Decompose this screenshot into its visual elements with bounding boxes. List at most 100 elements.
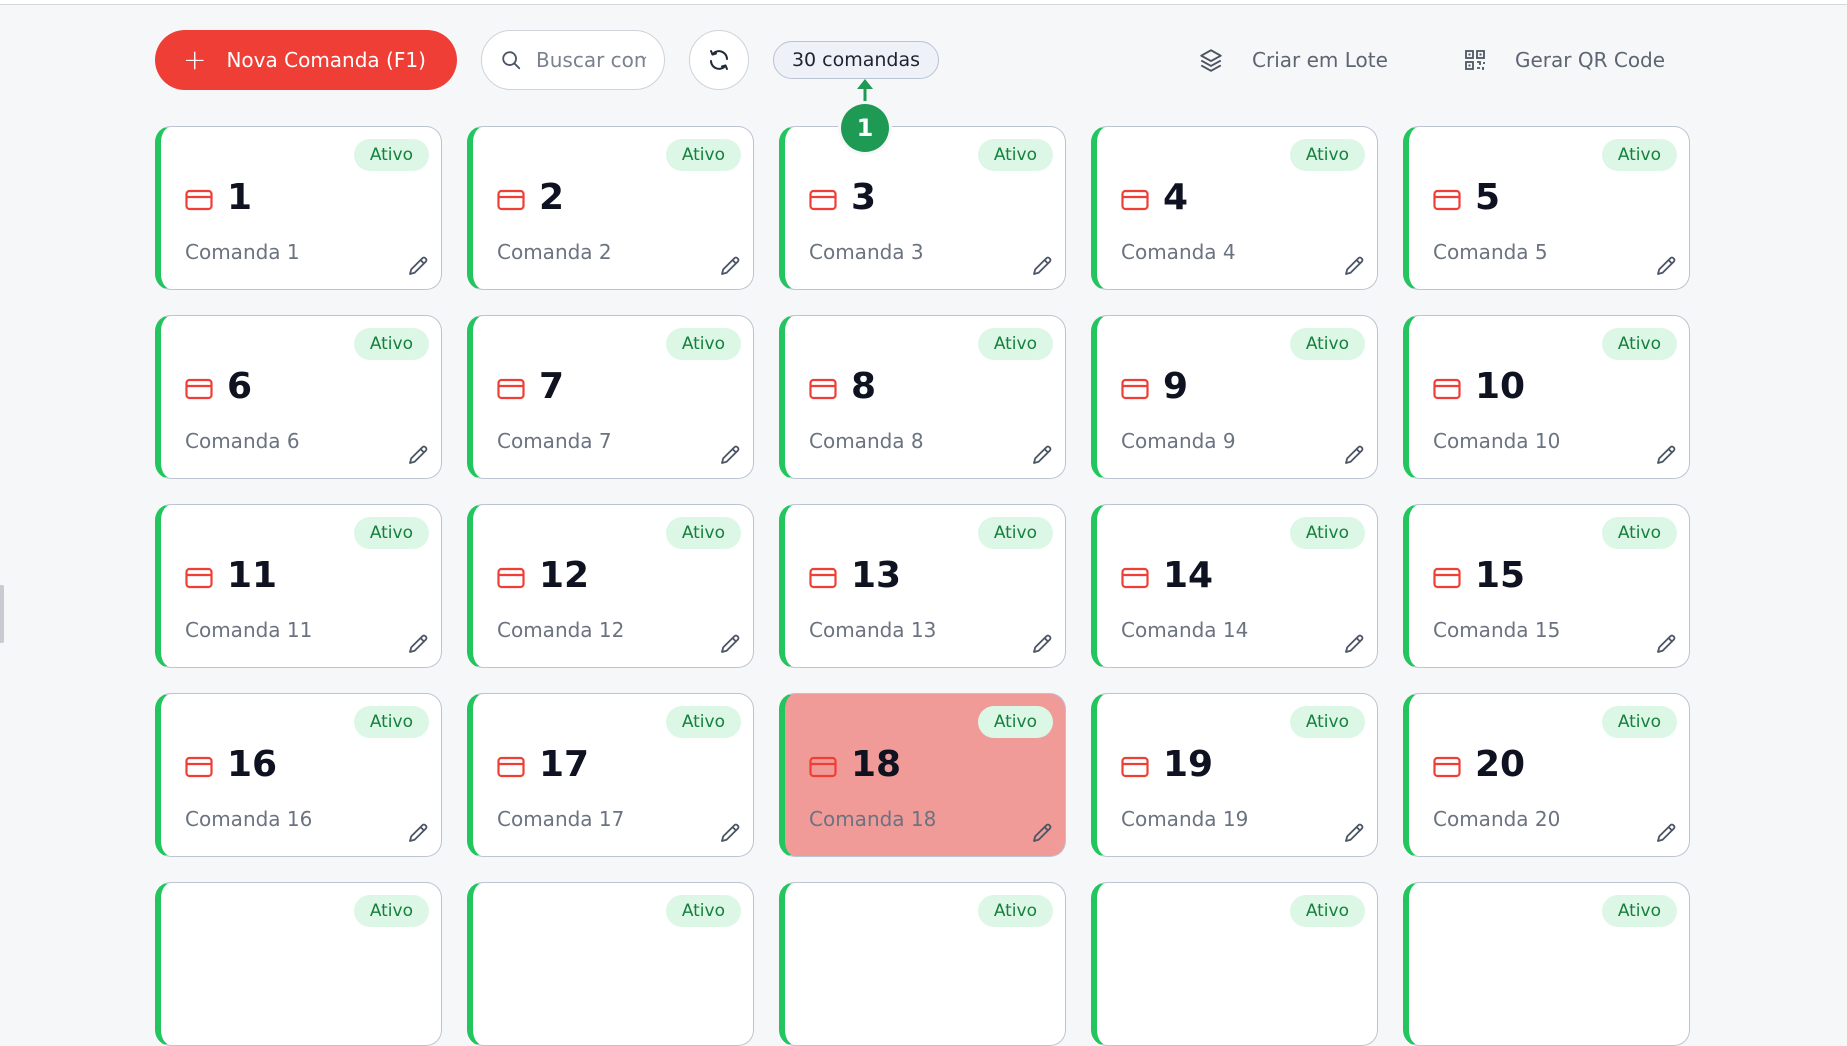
- comanda-name: Comanda 12: [497, 618, 625, 642]
- status-badge: Ativo: [665, 139, 741, 171]
- comanda-card[interactable]: Ativo 5 Comanda 5: [1403, 126, 1690, 290]
- card-icon: [497, 567, 525, 589]
- comanda-card[interactable]: Ativo: [1091, 882, 1378, 1046]
- edit-icon[interactable]: [1653, 442, 1679, 468]
- status-badge: Ativo: [353, 895, 429, 927]
- main-content: + Nova Comanda (F1) 30 comandas Criar em…: [155, 0, 1693, 1046]
- status-badge: Ativo: [665, 517, 741, 549]
- comanda-card[interactable]: Ativo 10 Comanda 10: [1403, 315, 1690, 479]
- edit-icon[interactable]: [717, 442, 743, 468]
- edit-icon[interactable]: [717, 253, 743, 279]
- generate-qr-button[interactable]: Gerar QR Code: [1463, 30, 1665, 90]
- comanda-card[interactable]: Ativo 8 Comanda 8: [779, 315, 1066, 479]
- comanda-card[interactable]: Ativo 18 Comanda 18: [779, 693, 1066, 857]
- comanda-number: 7: [539, 366, 565, 407]
- comanda-card[interactable]: Ativo 7 Comanda 7: [467, 315, 754, 479]
- edit-icon[interactable]: [1341, 253, 1367, 279]
- card-icon: [1121, 567, 1149, 589]
- comanda-name: Comanda 1: [185, 240, 300, 264]
- side-panel-handle[interactable]: [0, 585, 4, 643]
- comanda-card[interactable]: Ativo 13 Comanda 13: [779, 504, 1066, 668]
- comanda-number: 8: [851, 366, 877, 407]
- comanda-card[interactable]: Ativo 15 Comanda 15: [1403, 504, 1690, 668]
- comanda-count-badge: 30 comandas: [773, 41, 939, 79]
- edit-icon[interactable]: [405, 820, 431, 846]
- comanda-card[interactable]: Ativo 6 Comanda 6: [155, 315, 442, 479]
- comanda-name: Comanda 5: [1433, 240, 1548, 264]
- comanda-name: Comanda 3: [809, 240, 924, 264]
- comanda-number: 13: [851, 555, 902, 596]
- top-border: [0, 0, 1847, 5]
- comanda-name: Comanda 20: [1433, 807, 1561, 831]
- new-comanda-button[interactable]: + Nova Comanda (F1): [155, 30, 457, 90]
- card-icon: [185, 189, 213, 211]
- status-badge: Ativo: [1289, 895, 1365, 927]
- refresh-icon: [710, 50, 728, 70]
- edit-icon[interactable]: [405, 442, 431, 468]
- comanda-number: 18: [851, 744, 902, 785]
- comanda-name: Comanda 10: [1433, 429, 1561, 453]
- card-icon: [497, 756, 525, 778]
- search-box[interactable]: [481, 30, 665, 90]
- card-icon: [809, 567, 837, 589]
- edit-icon[interactable]: [1029, 253, 1055, 279]
- comanda-card[interactable]: Ativo 16 Comanda 16: [155, 693, 442, 857]
- new-comanda-label: Nova Comanda (F1): [226, 48, 426, 72]
- card-icon: [185, 378, 213, 400]
- comanda-name: Comanda 17: [497, 807, 625, 831]
- status-badge: Ativo: [977, 328, 1053, 360]
- edit-icon[interactable]: [405, 253, 431, 279]
- comanda-card[interactable]: Ativo 12 Comanda 12: [467, 504, 754, 668]
- comanda-name: Comanda 7: [497, 429, 612, 453]
- comanda-number: 6: [227, 366, 253, 407]
- comanda-card[interactable]: Ativo 19 Comanda 19: [1091, 693, 1378, 857]
- edit-icon[interactable]: [1029, 820, 1055, 846]
- comanda-number: 16: [227, 744, 278, 785]
- status-badge: Ativo: [1289, 706, 1365, 738]
- plus-icon: +: [183, 43, 207, 76]
- comanda-card[interactable]: Ativo 2 Comanda 2: [467, 126, 754, 290]
- comanda-card[interactable]: Ativo 3 Comanda 3: [779, 126, 1066, 290]
- edit-icon[interactable]: [1341, 631, 1367, 657]
- comanda-card[interactable]: Ativo: [467, 882, 754, 1046]
- refresh-button[interactable]: [689, 30, 749, 90]
- comanda-number: 10: [1475, 366, 1526, 407]
- card-icon: [1433, 756, 1461, 778]
- status-badge: Ativo: [665, 706, 741, 738]
- edit-icon[interactable]: [405, 631, 431, 657]
- edit-icon[interactable]: [1653, 820, 1679, 846]
- toolbar: + Nova Comanda (F1) 30 comandas Criar em…: [155, 30, 1693, 90]
- comanda-card[interactable]: Ativo 1 Comanda 1: [155, 126, 442, 290]
- comanda-name: Comanda 8: [809, 429, 924, 453]
- comanda-card[interactable]: Ativo: [779, 882, 1066, 1046]
- edit-icon[interactable]: [1029, 631, 1055, 657]
- comanda-card[interactable]: Ativo 9 Comanda 9: [1091, 315, 1378, 479]
- search-input[interactable]: [534, 47, 648, 73]
- comanda-card[interactable]: Ativo: [155, 882, 442, 1046]
- comanda-number: 2: [539, 177, 565, 218]
- status-badge: Ativo: [977, 517, 1053, 549]
- status-badge: Ativo: [977, 706, 1053, 738]
- comanda-card[interactable]: Ativo 11 Comanda 11: [155, 504, 442, 668]
- tour-step-marker[interactable]: 1: [841, 104, 889, 152]
- comanda-card[interactable]: Ativo 20 Comanda 20: [1403, 693, 1690, 857]
- comanda-number: 3: [851, 177, 877, 218]
- comanda-card[interactable]: Ativo 14 Comanda 14: [1091, 504, 1378, 668]
- comanda-card[interactable]: Ativo 17 Comanda 17: [467, 693, 754, 857]
- edit-icon[interactable]: [1341, 820, 1367, 846]
- status-badge: Ativo: [1601, 895, 1677, 927]
- status-badge: Ativo: [1289, 139, 1365, 171]
- comanda-name: Comanda 18: [809, 807, 937, 831]
- edit-icon[interactable]: [1653, 253, 1679, 279]
- batch-create-button[interactable]: Criar em Lote: [1198, 30, 1388, 90]
- edit-icon[interactable]: [717, 820, 743, 846]
- edit-icon[interactable]: [717, 631, 743, 657]
- comanda-card[interactable]: Ativo 4 Comanda 4: [1091, 126, 1378, 290]
- comanda-card[interactable]: Ativo: [1403, 882, 1690, 1046]
- card-icon: [1433, 567, 1461, 589]
- search-icon: [502, 51, 521, 70]
- edit-icon[interactable]: [1029, 442, 1055, 468]
- edit-icon[interactable]: [1653, 631, 1679, 657]
- status-badge: Ativo: [353, 139, 429, 171]
- edit-icon[interactable]: [1341, 442, 1367, 468]
